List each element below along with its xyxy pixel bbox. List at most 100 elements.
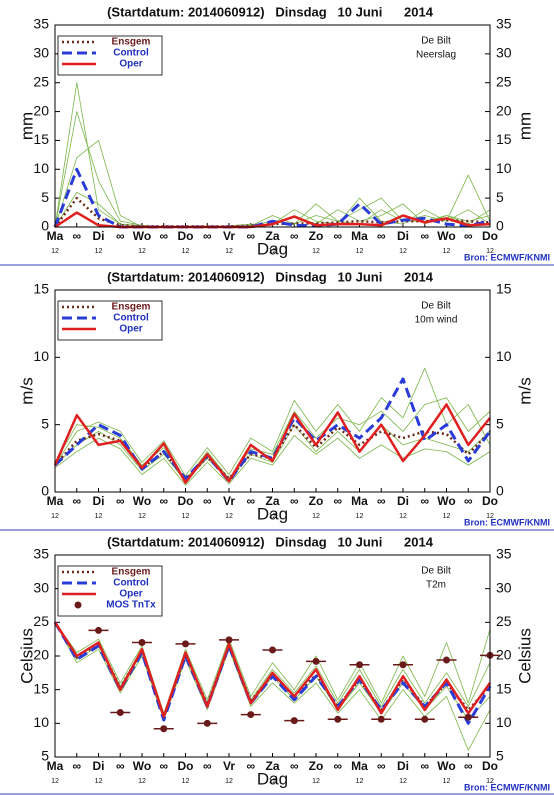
mos-dot: [443, 656, 450, 664]
station: De Bilt: [421, 301, 451, 312]
hour-label: 12: [443, 778, 451, 785]
x-tick-label: Ma: [47, 494, 64, 508]
y-tick-label: 10: [33, 160, 49, 176]
y-tick-label: 35: [33, 546, 49, 562]
y-tick-label: 20: [33, 102, 49, 118]
chart-title: (Startdatum: 2014060912) Dinsdag 10 Juni…: [107, 4, 434, 19]
hour-label: 12: [399, 513, 407, 520]
x-tick-label: ∞: [464, 229, 473, 243]
mos-dot: [377, 715, 385, 723]
line: [53, 621, 492, 718]
y-tick-label: 15: [33, 131, 49, 147]
x-tick-label: ∞: [464, 759, 473, 773]
station: De Bilt: [421, 566, 451, 577]
variable: T2m: [426, 580, 446, 591]
legend-label: Oper: [119, 589, 142, 600]
hour-label: 12: [138, 248, 146, 255]
x-tick-label: Di: [93, 229, 105, 243]
y-tick-label: 30: [33, 45, 49, 61]
x-tick-label: Di: [93, 494, 105, 508]
hour-label: 12: [182, 778, 190, 785]
x-tick-label: Wo: [133, 494, 151, 508]
y2-tick-label: 10: [496, 714, 512, 730]
mos-dot: [182, 640, 189, 648]
mos-dot: [290, 717, 298, 725]
mos-dot: [95, 626, 102, 634]
y2-tick-label: 15: [496, 680, 512, 696]
x-tick-label: ∞: [377, 759, 386, 773]
x-tick-label: Ma: [351, 494, 368, 508]
x-tick-label: Di: [397, 229, 409, 243]
y2-axis-label: mm: [515, 112, 534, 140]
hour-label: 12: [138, 778, 146, 785]
x-tick-label: Di: [397, 494, 409, 508]
x-tick-label: Vr: [223, 229, 235, 243]
x-tick-label: Wo: [437, 759, 455, 773]
y2-tick-label: 10: [496, 348, 512, 364]
x-tick-label: ∞: [333, 494, 342, 508]
y-tick-label: 10: [33, 348, 49, 364]
y-tick-label: 0: [41, 218, 49, 234]
hour-label: 12: [95, 778, 103, 785]
x-tick-label: ∞: [203, 494, 212, 508]
x-tick-label: Zo: [309, 494, 324, 508]
x-tick-label: ∞: [246, 759, 255, 773]
hour-label: 12: [51, 778, 59, 785]
x-tick-label: Di: [93, 759, 105, 773]
x-tick-label: ∞: [290, 759, 299, 773]
x-tick-label: Wo: [133, 229, 151, 243]
x-tick-label: ∞: [377, 229, 386, 243]
hour-label: 12: [51, 248, 59, 255]
y-tick-label: 35: [33, 16, 49, 32]
mos-dot: [225, 636, 233, 644]
y2-tick-label: 35: [496, 16, 512, 32]
x-tick-label: ∞: [159, 494, 168, 508]
legend-label: Control: [113, 313, 149, 324]
legend-label: Ensgem: [112, 567, 151, 578]
hour-label: 12: [225, 778, 233, 785]
line: [54, 622, 491, 751]
x-tick-label: Do: [482, 759, 498, 773]
x-tick-label: Za: [265, 759, 279, 773]
y-tick-label: 30: [33, 579, 49, 595]
chart-title: (Startdatum: 2014060912) Dinsdag 10 Juni…: [107, 269, 434, 284]
x-tick-label: ∞: [159, 759, 168, 773]
mos-dot: [203, 719, 211, 727]
hour-label: 12: [269, 778, 277, 785]
line: [54, 622, 491, 714]
y-axis-label: Celsius: [17, 628, 36, 684]
x-axis-label: Dag: [257, 504, 288, 523]
x-tick-label: ∞: [420, 759, 429, 773]
x-tick-label: ∞: [203, 229, 212, 243]
source: Bron: ECMWF/KNMI: [464, 252, 550, 262]
x-tick-label: Za: [265, 229, 279, 243]
y2-tick-label: 30: [496, 45, 512, 61]
legend-box: [57, 565, 163, 617]
x-tick-label: Do: [178, 229, 194, 243]
mos-dot: [269, 646, 276, 654]
legend-label: MOS TnTx: [106, 600, 156, 611]
line: [54, 435, 491, 486]
legend-label: Ensgem: [112, 302, 151, 313]
y-tick-label: 15: [33, 281, 49, 297]
x-tick-label: Vr: [223, 494, 235, 508]
legend-label: Oper: [119, 324, 142, 335]
y2-tick-label: 5: [496, 189, 504, 205]
x-tick-label: Ma: [351, 229, 368, 243]
chart-title: (Startdatum: 2014060912) Dinsdag 10 Juni…: [107, 534, 434, 549]
y-tick-label: 25: [33, 73, 49, 89]
y2-tick-label: 5: [496, 415, 504, 431]
line: [54, 367, 491, 477]
x-tick-label: Vr: [223, 759, 235, 773]
x-tick-label: ∞: [246, 229, 255, 243]
x-tick-label: Ma: [47, 229, 64, 243]
x-tick-label: Za: [265, 494, 279, 508]
x-tick-label: ∞: [72, 759, 81, 773]
plot-frame: [54, 554, 491, 758]
legend-label: Ensgem: [112, 37, 151, 48]
hour-label: 12: [443, 248, 451, 255]
hour-label: 12: [356, 248, 364, 255]
legend-label: Control: [113, 48, 149, 59]
